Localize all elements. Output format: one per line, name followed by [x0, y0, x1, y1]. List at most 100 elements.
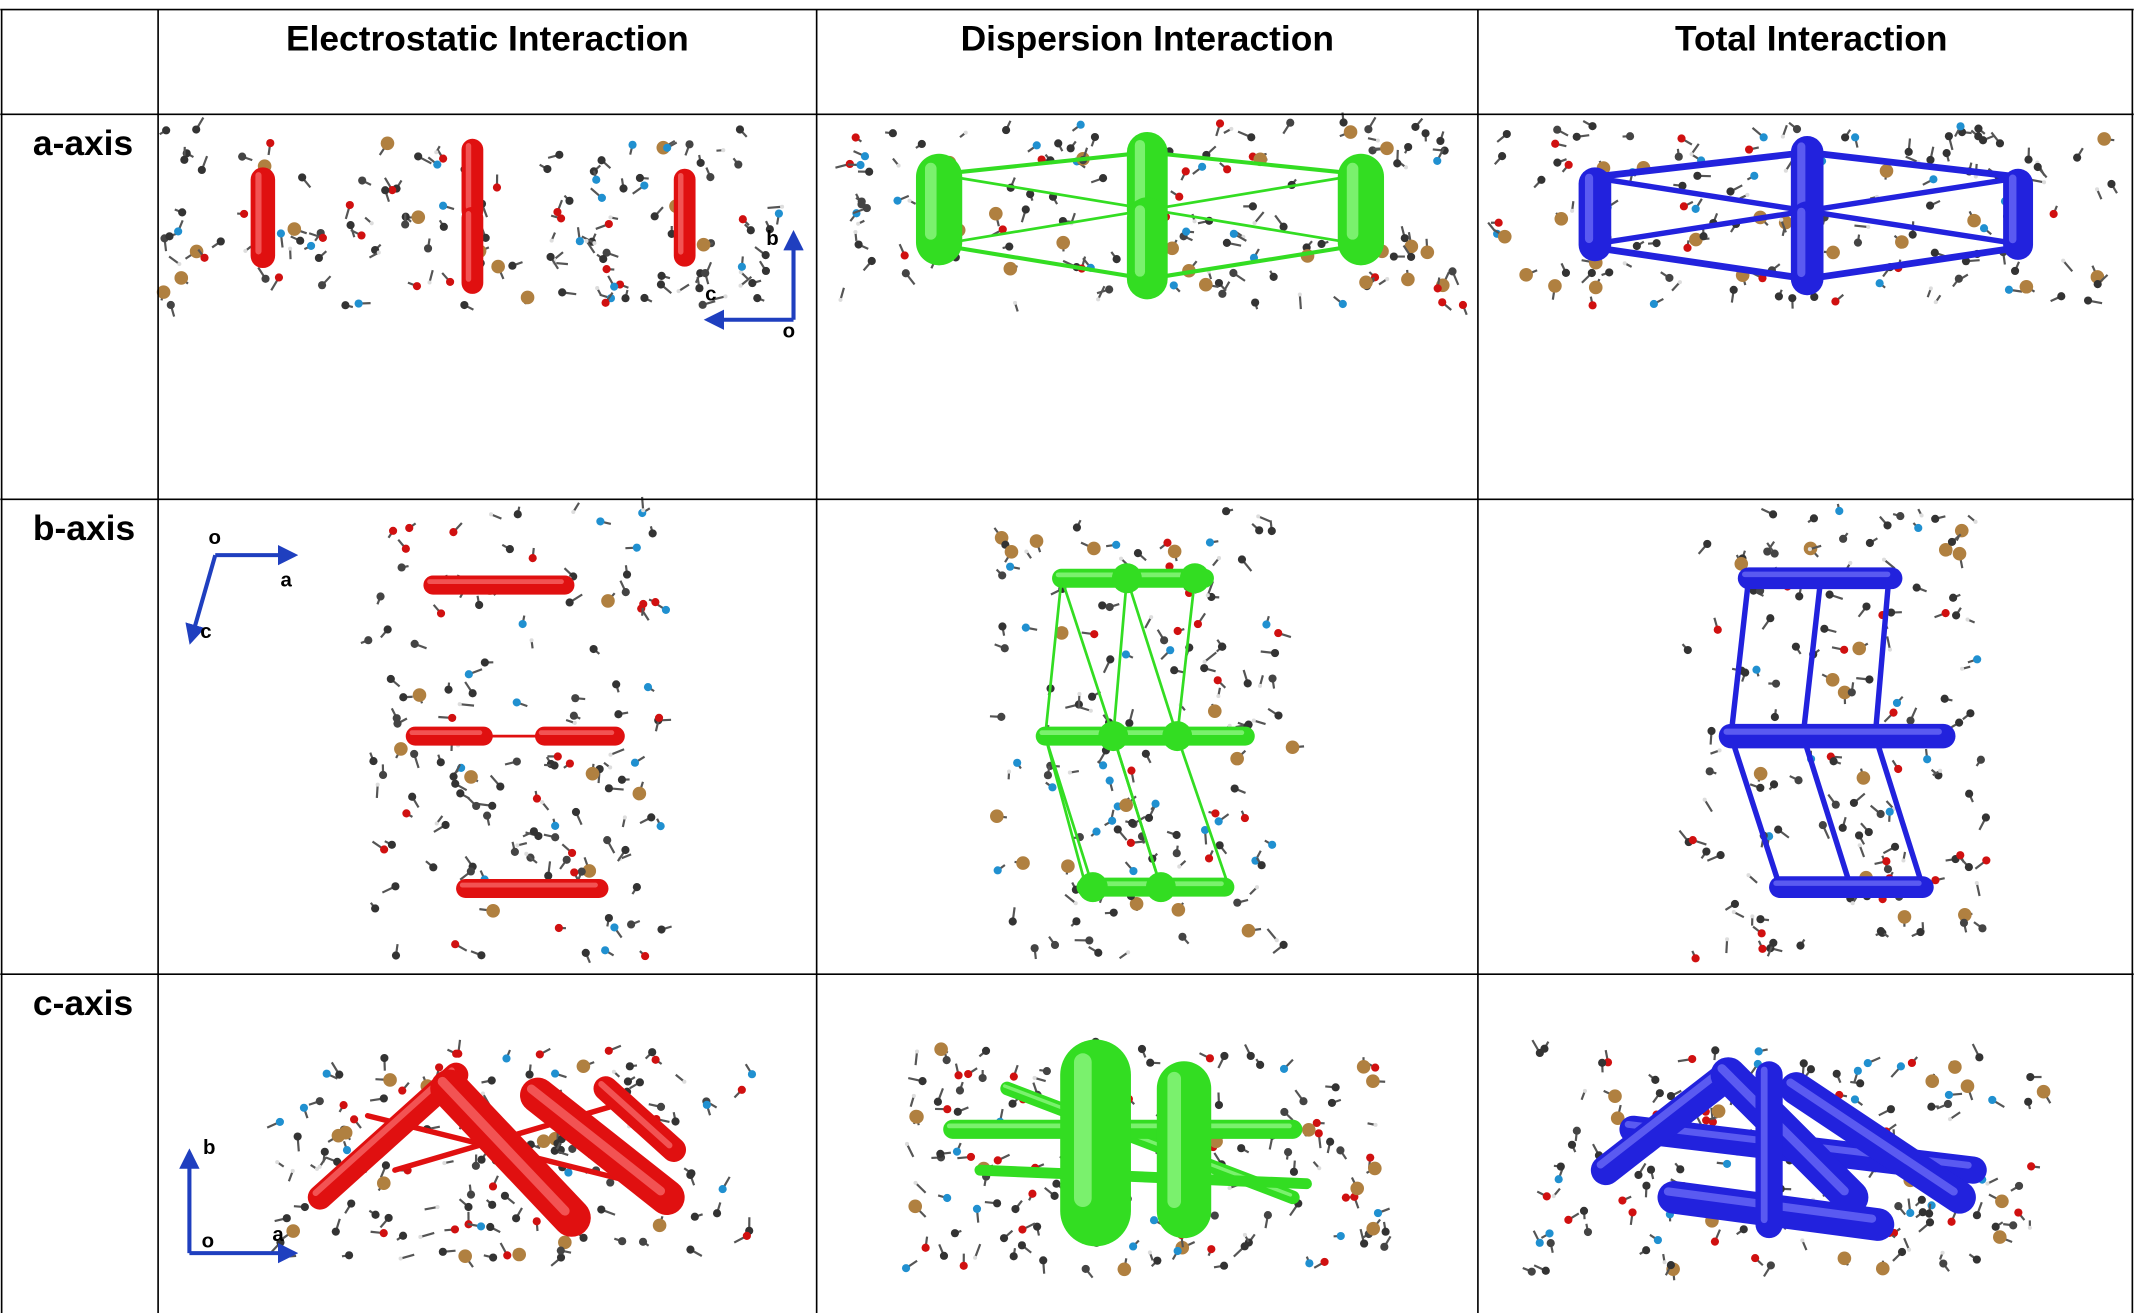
atom: [477, 1156, 485, 1164]
atom: [934, 1098, 942, 1106]
atom: [1795, 592, 1803, 600]
atom: [1889, 709, 1897, 717]
atom: [956, 1086, 964, 1094]
atom: [1647, 1166, 1655, 1174]
atom: [1380, 1243, 1388, 1251]
atom: [1545, 1229, 1553, 1237]
atom: [488, 802, 496, 810]
atom: [633, 883, 641, 891]
atom: [951, 1229, 959, 1237]
atom: [1339, 118, 1347, 126]
atom: [621, 846, 629, 854]
atom: [1138, 1045, 1146, 1053]
atom: [343, 1146, 351, 1154]
axis-label: o: [208, 527, 220, 549]
atom: [590, 645, 598, 653]
bond: [907, 1144, 913, 1157]
atom: [200, 254, 208, 262]
atom: [551, 833, 559, 841]
atom: [1730, 286, 1738, 294]
atom: [1750, 914, 1754, 918]
atom: [1010, 1073, 1018, 1081]
atom: [477, 1222, 485, 1230]
atom: [347, 1199, 355, 1207]
atom: [1651, 1076, 1659, 1084]
atom: [1852, 642, 1866, 656]
atom: [1929, 175, 1937, 183]
atom: [371, 1211, 379, 1219]
atom: [1018, 1225, 1026, 1233]
atom: [1010, 1252, 1018, 1260]
atom: [1865, 828, 1873, 836]
atom: [1723, 1160, 1731, 1168]
atom: [1750, 172, 1758, 180]
atom: [1033, 141, 1041, 149]
atom: [1052, 1180, 1060, 1188]
atom: [748, 279, 756, 287]
atom: [1955, 275, 1963, 283]
atom: [1229, 127, 1233, 131]
atom: [605, 1047, 613, 1055]
atom: [1838, 1252, 1852, 1266]
atom: [301, 1203, 309, 1211]
atom: [1368, 146, 1376, 154]
atom: [1336, 1146, 1344, 1154]
atom: [399, 1256, 403, 1260]
atom: [1002, 126, 1010, 134]
atom: [570, 868, 578, 876]
atom: [1360, 1239, 1368, 1247]
atom: [519, 620, 527, 628]
atom: [402, 809, 410, 817]
atom: [408, 793, 416, 801]
atom: [1960, 667, 1964, 671]
atom: [1975, 1053, 1983, 1061]
atom: [902, 1264, 910, 1272]
atom: [1129, 1242, 1137, 1250]
atom: [1848, 561, 1852, 565]
atom: [1653, 239, 1661, 247]
atom: [910, 1110, 924, 1124]
atom: [493, 183, 501, 191]
atom: [1717, 851, 1725, 859]
atom: [1692, 205, 1700, 213]
atom: [458, 1249, 472, 1263]
atom: [1337, 1232, 1345, 1240]
atom: [1897, 1062, 1905, 1070]
atom: [1714, 626, 1722, 634]
atom: [1286, 119, 1294, 127]
atom: [1087, 542, 1101, 556]
atom: [1072, 917, 1080, 925]
bond: [1079, 694, 1080, 708]
atom: [1129, 867, 1137, 875]
atom: [418, 1235, 422, 1239]
atom: [721, 148, 725, 152]
atom: [294, 1132, 302, 1140]
atom: [296, 237, 304, 245]
atom: [1966, 709, 1974, 717]
atom: [1198, 163, 1206, 171]
atom: [465, 670, 473, 678]
atom: [1438, 298, 1446, 306]
atom: [551, 1070, 559, 1078]
atom: [1200, 664, 1208, 672]
axis-label: a: [281, 569, 293, 591]
atom: [1851, 133, 1859, 141]
atom: [515, 843, 519, 847]
atom: [1433, 157, 1441, 165]
atom: [1364, 125, 1372, 133]
atom: [1934, 300, 1938, 304]
axis-indicator: b o a: [189, 1137, 294, 1253]
atom: [657, 822, 665, 830]
atom: [1016, 856, 1030, 870]
atom: [180, 156, 188, 164]
bond: [611, 749, 625, 754]
atom: [940, 1252, 948, 1260]
atom: [1553, 159, 1561, 167]
atom: [915, 1049, 919, 1053]
atom: [1996, 139, 2004, 147]
atom: [1168, 545, 1182, 559]
atom: [610, 923, 618, 931]
atom: [1898, 1248, 1906, 1256]
atom: [1967, 214, 1981, 228]
atom: [1667, 1261, 1675, 1269]
